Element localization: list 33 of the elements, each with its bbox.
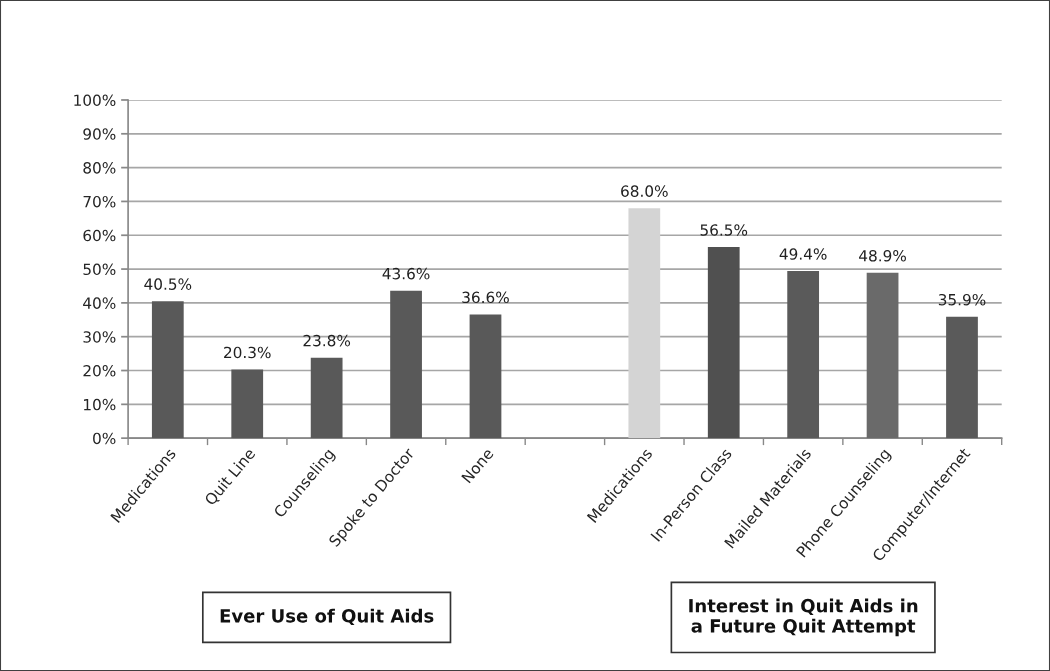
data-label: 20.3% bbox=[224, 346, 271, 359]
bar bbox=[310, 357, 343, 439]
bar bbox=[787, 271, 820, 439]
data-label: 40.5% bbox=[144, 278, 192, 290]
data-label: 36.6% bbox=[462, 291, 509, 304]
y-tick-label: 90% bbox=[83, 128, 116, 140]
data-label: 43.6% bbox=[382, 267, 430, 280]
bar bbox=[866, 272, 899, 439]
data-label: 35.9% bbox=[938, 293, 986, 306]
y-tick-label: 70% bbox=[83, 195, 116, 208]
text: Interest in Quit Aids in a Future Quit Attempt bbox=[689, 598, 918, 637]
y-tick-label: 20% bbox=[83, 364, 116, 377]
data-label: 48.9% bbox=[859, 249, 906, 262]
data-label: 68.0% bbox=[621, 185, 668, 197]
y-tick-label: 60% bbox=[83, 229, 116, 242]
y-tick-label: 0% bbox=[93, 432, 116, 445]
y-tick-label: 10% bbox=[84, 398, 116, 411]
y-tick-label: 80% bbox=[83, 162, 116, 174]
y-tick-label: 50% bbox=[83, 263, 116, 276]
data-label: 23.8% bbox=[303, 334, 351, 347]
bar bbox=[628, 208, 661, 439]
bar bbox=[231, 369, 264, 439]
y-tick-label: 100% bbox=[74, 94, 116, 106]
bar bbox=[151, 301, 184, 439]
data-label: 49.4% bbox=[779, 248, 827, 260]
bar bbox=[469, 314, 502, 439]
bar bbox=[946, 316, 978, 439]
y-tick-label: 30% bbox=[83, 331, 116, 343]
y-tick-label: 40% bbox=[83, 297, 116, 309]
bar bbox=[390, 290, 422, 439]
bar bbox=[707, 247, 740, 439]
text: Ever Use of Quit Aids bbox=[220, 608, 434, 626]
data-label: 56.5% bbox=[700, 224, 748, 236]
